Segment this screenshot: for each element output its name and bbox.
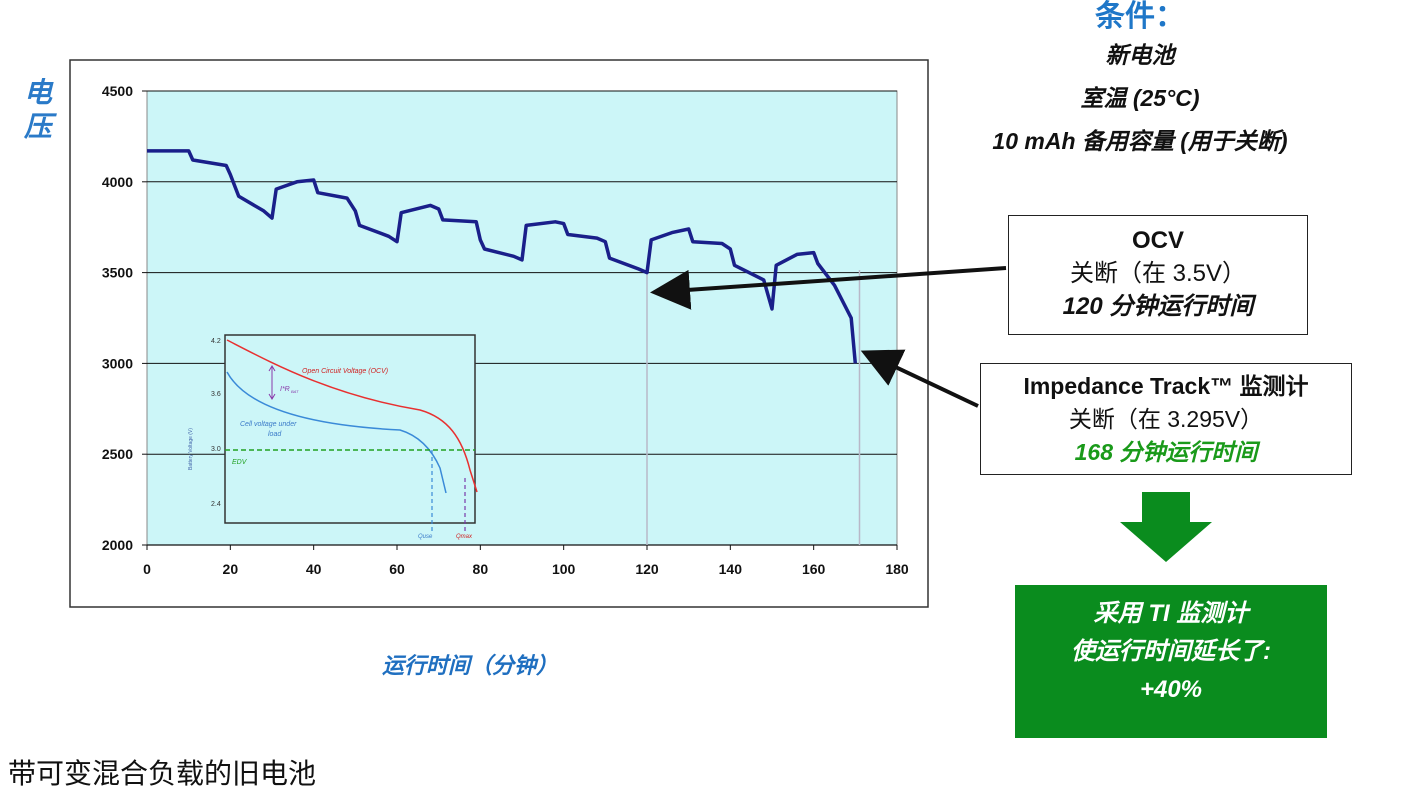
ocv-runtime: 120 分钟运行时间 [1062, 293, 1254, 320]
y-tick-label-4: 4000 [102, 174, 133, 190]
x-tick-label-4: 80 [473, 561, 489, 577]
inset-load-curve [226, 371, 447, 494]
x-tick-label-7: 140 [719, 561, 743, 577]
result-line-3: +40% [1139, 676, 1203, 703]
y-tick-label-3: 3500 [102, 265, 133, 281]
inset-ocv-curve [226, 339, 478, 493]
y-tick-label-0: 2000 [102, 537, 133, 553]
inset-ir-label: I*R [280, 386, 290, 393]
conditions-title: 条件： [1095, 0, 1185, 33]
inset-load-label-2: load [268, 431, 282, 438]
inset-edv-label: EDV [232, 459, 248, 466]
inset-y-label: Battery Voltage (V) [188, 428, 194, 470]
y-axis-label: 电压 [18, 76, 58, 144]
x-tick-label-3: 60 [389, 561, 405, 577]
y-axis-label-text: 电压 [23, 76, 52, 143]
result-box: 采用 TI 监测计 使运行时间延长了: +40% [1015, 585, 1327, 738]
inset-ir-sub: BAT [291, 389, 299, 394]
inset-ocv-label: Open Circuit Voltage (OCV) [302, 368, 388, 375]
conditions-line-3: 10 mAh 备用容量 (用于关断) [992, 128, 1288, 154]
x-tick-label-5: 100 [552, 561, 576, 577]
x-tick-label-9: 180 [885, 561, 909, 577]
it-runtime: 168 分钟运行时间 [1074, 439, 1258, 465]
inset-frame [224, 334, 476, 524]
y-tick-label-2: 3000 [102, 355, 133, 371]
result-line-1: 采用 TI 监测计 [1093, 600, 1249, 627]
inset-ir-arrowheads [268, 365, 276, 400]
it-cutoff: 关断（在 3.295V） [1068, 406, 1264, 432]
conditions-block: 条件： 新电池 室温 (25°C) 10 mAh 备用容量 (用于关断) [930, 0, 1350, 163]
impedance-track-callout-box: Impedance Track™ 监测计 关断（在 3.295V） 168 分钟… [980, 363, 1352, 475]
x-tick-label-6: 120 [635, 561, 659, 577]
inset-y-tick-1: 3.6 [211, 391, 221, 398]
conditions-line-1: 新电池 [1105, 42, 1175, 68]
x-tick-label-1: 20 [223, 561, 239, 577]
down-arrow-icon [1120, 492, 1212, 562]
inset-y-tick-2: 3.0 [211, 446, 221, 453]
inset-y-tick-3: 2.4 [211, 501, 221, 508]
discharge-chart: 2000 2500 3000 3500 4000 4500 0 20 40 60 80 100 120 1… [69, 59, 929, 608]
inset-qmax-label: Qmax [456, 534, 473, 540]
y-tick-label-5: 4500 [102, 83, 133, 99]
y-tick-label-1: 2500 [102, 446, 133, 462]
inset-load-label-1: Cell voltage under [240, 421, 297, 428]
inset-quse-label: Quse [418, 534, 433, 540]
figure-caption: 带可变混合负载的旧电池 [8, 757, 317, 790]
it-title: Impedance Track™ 监测计 [1023, 373, 1309, 399]
ocv-title: OCV [1131, 227, 1184, 254]
x-axis-label: 运行时间（分钟） [381, 653, 558, 678]
x-tick-label-8: 160 [802, 561, 826, 577]
result-line-2: 使运行时间延长了: [1071, 638, 1271, 665]
ocv-cutoff: 关断（在 3.5V） [1069, 260, 1247, 287]
x-tick-label-0: 0 [143, 561, 151, 577]
inset-y-tick-0: 4.2 [211, 338, 221, 345]
conditions-line-2: 室温 (25°C) [1080, 85, 1200, 111]
x-tick-label-2: 40 [306, 561, 322, 577]
ocv-callout-box: OCV 关断（在 3.5V） 120 分钟运行时间 [1008, 215, 1308, 335]
